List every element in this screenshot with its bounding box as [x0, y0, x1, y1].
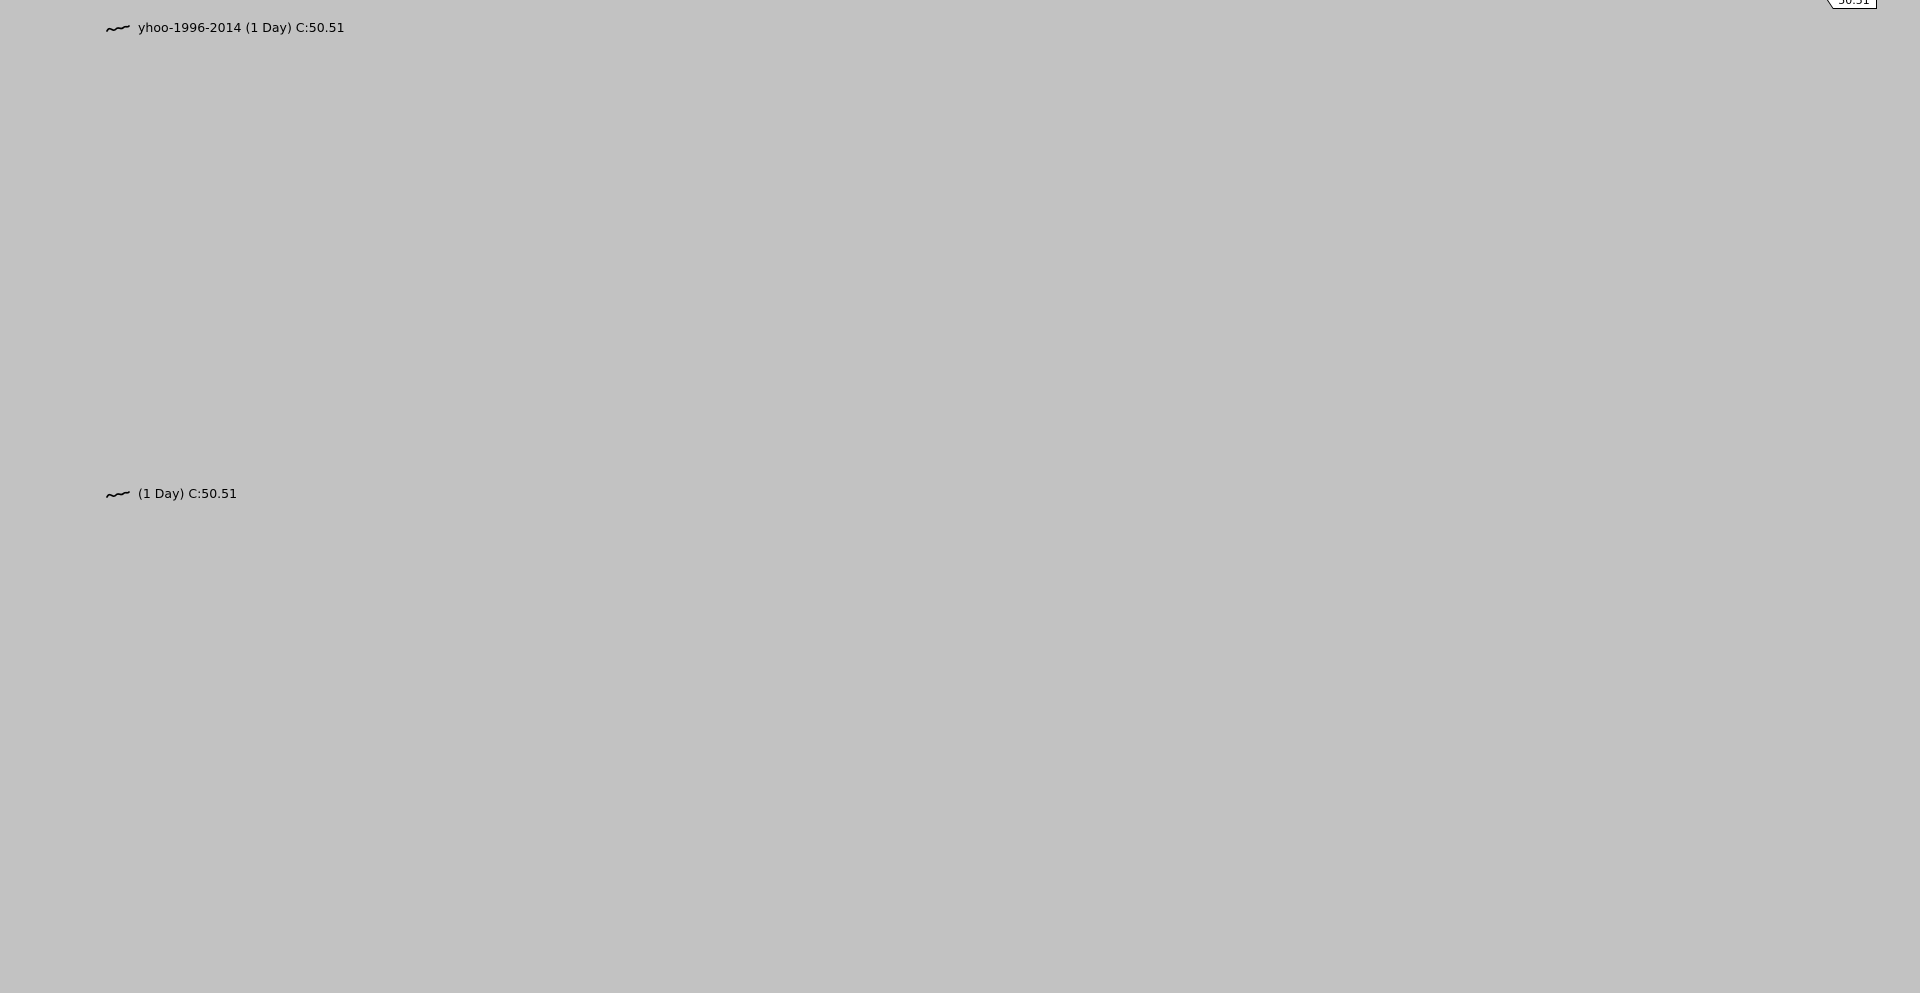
- line-sample-icon: [106, 24, 130, 32]
- last-price-value: 50.51: [1838, 0, 1870, 7]
- line-sample-icon: [106, 490, 130, 498]
- panel1-legend-label: yhoo-1996-2014 (1 Day) C:50.51: [138, 20, 345, 35]
- last-price-tag-panel2: 50.51: [1827, 0, 1877, 9]
- panel2-legend: (1 Day) C:50.51: [106, 487, 237, 501]
- panel1-legend: yhoo-1996-2014 (1 Day) C:50.51: [106, 21, 345, 35]
- panel2-legend-label: (1 Day) C:50.51: [138, 486, 238, 501]
